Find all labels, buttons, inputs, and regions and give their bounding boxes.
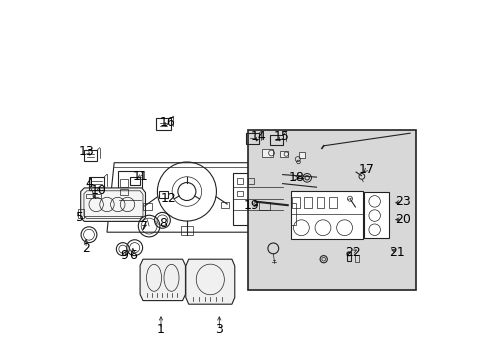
Text: 12: 12 xyxy=(161,192,177,204)
Bar xyxy=(354,255,358,262)
Bar xyxy=(304,197,311,208)
Bar xyxy=(156,118,170,130)
Bar xyxy=(237,178,243,184)
Text: 5: 5 xyxy=(76,211,83,224)
Bar xyxy=(247,130,415,290)
Bar xyxy=(262,149,273,157)
Text: 21: 21 xyxy=(389,246,405,258)
Text: 11: 11 xyxy=(132,170,148,183)
Bar xyxy=(291,203,295,225)
Bar xyxy=(221,202,229,208)
Text: 23: 23 xyxy=(394,195,410,208)
Text: 2: 2 xyxy=(82,242,90,255)
Bar xyxy=(129,177,140,185)
Bar xyxy=(159,191,168,198)
Bar xyxy=(346,252,350,261)
Bar xyxy=(280,151,287,157)
Text: 1: 1 xyxy=(157,323,164,336)
Bar xyxy=(83,150,97,161)
Bar xyxy=(86,194,93,198)
Polygon shape xyxy=(140,259,185,301)
Bar xyxy=(232,173,282,225)
Text: 8: 8 xyxy=(159,217,167,230)
Polygon shape xyxy=(185,259,234,304)
Text: 6: 6 xyxy=(129,249,137,262)
Bar xyxy=(247,178,254,184)
Text: 14: 14 xyxy=(250,130,266,143)
Bar xyxy=(316,197,324,208)
Bar xyxy=(94,194,101,198)
Text: 22: 22 xyxy=(344,246,360,258)
Text: 9: 9 xyxy=(120,249,127,262)
Text: 16: 16 xyxy=(159,116,175,129)
Text: 20: 20 xyxy=(394,213,410,226)
Bar xyxy=(120,189,127,195)
Text: 15: 15 xyxy=(273,130,289,143)
Text: 17: 17 xyxy=(358,163,374,176)
Text: 7: 7 xyxy=(140,220,147,233)
Bar xyxy=(180,225,193,235)
Bar xyxy=(237,191,243,196)
Text: 3: 3 xyxy=(215,323,223,336)
Text: 10: 10 xyxy=(91,184,106,197)
Bar xyxy=(245,133,259,144)
Text: 19: 19 xyxy=(244,199,259,212)
Bar xyxy=(118,171,142,205)
Bar xyxy=(364,192,388,238)
Bar xyxy=(298,152,305,158)
Bar xyxy=(89,177,104,190)
Bar xyxy=(270,135,283,145)
Bar xyxy=(286,188,308,202)
Bar xyxy=(142,203,151,210)
Text: 13: 13 xyxy=(78,145,94,158)
Bar xyxy=(258,202,269,210)
Bar xyxy=(290,191,362,239)
Bar xyxy=(328,197,336,208)
Bar xyxy=(78,209,84,218)
Text: 18: 18 xyxy=(288,171,304,184)
Bar xyxy=(291,197,299,208)
Polygon shape xyxy=(81,188,145,221)
Bar xyxy=(120,179,127,187)
Text: 4: 4 xyxy=(85,177,93,190)
